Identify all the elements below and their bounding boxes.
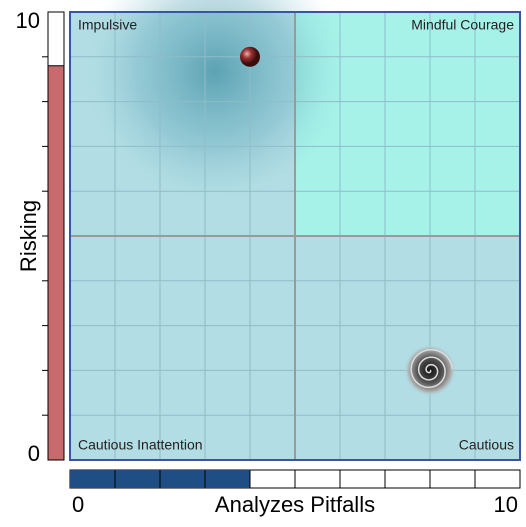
x-tick-label: 10 xyxy=(494,492,518,517)
y-axis-label: Risking xyxy=(16,200,41,272)
quadrant-label: Cautious Inattention xyxy=(78,437,203,453)
quadrant-label: Mindful Courage xyxy=(411,17,514,33)
y-tick-label: 0 xyxy=(28,441,40,466)
plot-layer: Impulsive Mindful Courage Cautious Inatten… xyxy=(16,0,521,517)
x-axis-label: Analyzes Pitfalls xyxy=(215,492,375,517)
y-tick-label: 10 xyxy=(16,8,40,33)
quadrant-label: Cautious xyxy=(459,437,514,453)
target-spiral xyxy=(410,348,454,389)
marker-halo xyxy=(85,0,345,202)
plot-border xyxy=(69,11,521,461)
y-gauge-fill xyxy=(47,65,65,461)
marker xyxy=(240,46,260,67)
x-tick-label: 0 xyxy=(72,492,84,517)
quadrant-label: Impulsive xyxy=(78,17,137,33)
